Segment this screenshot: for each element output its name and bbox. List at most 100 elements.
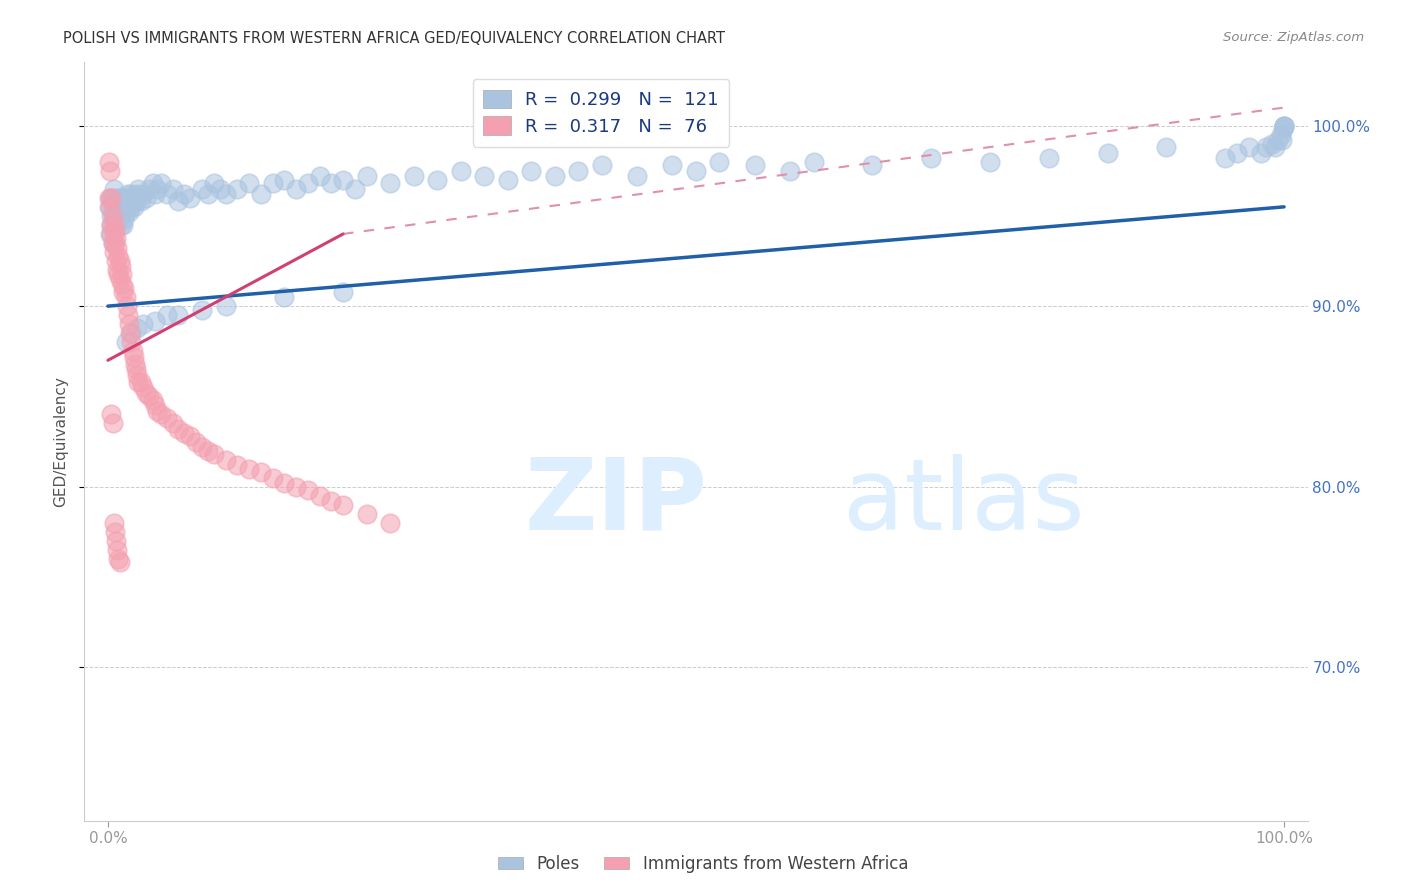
Point xyxy=(120,335,142,350)
Point xyxy=(297,483,319,498)
Point xyxy=(105,254,128,268)
Point xyxy=(149,177,172,191)
Point xyxy=(121,194,143,209)
Point xyxy=(104,235,127,250)
Point xyxy=(191,440,214,454)
Point xyxy=(101,235,124,250)
Point xyxy=(332,173,354,187)
Point xyxy=(112,281,135,295)
Point xyxy=(979,154,1001,169)
Point xyxy=(138,182,160,196)
Point xyxy=(111,205,134,219)
Point xyxy=(103,182,125,196)
Point xyxy=(98,191,121,205)
Point xyxy=(112,194,135,209)
Point xyxy=(149,408,172,422)
Point xyxy=(321,494,343,508)
Point xyxy=(104,200,127,214)
Point xyxy=(143,187,166,202)
Point xyxy=(103,209,125,223)
Point xyxy=(685,163,707,178)
Point xyxy=(143,399,166,413)
Point xyxy=(118,317,141,331)
Point xyxy=(105,263,128,277)
Point xyxy=(1250,145,1272,160)
Point xyxy=(121,344,143,359)
Point xyxy=(626,169,648,184)
Point xyxy=(112,212,135,227)
Point xyxy=(262,470,284,484)
Point xyxy=(100,209,122,223)
Point xyxy=(249,187,271,202)
Point xyxy=(343,182,366,196)
Point xyxy=(142,177,165,191)
Point xyxy=(118,205,141,219)
Point xyxy=(179,429,201,443)
Point xyxy=(520,163,543,178)
Point xyxy=(107,267,129,281)
Point xyxy=(120,326,142,341)
Point xyxy=(167,422,190,436)
Point xyxy=(920,151,942,165)
Point xyxy=(138,389,160,403)
Point xyxy=(129,194,152,209)
Point xyxy=(100,227,122,241)
Point xyxy=(173,425,195,440)
Legend: R =  0.299   N =  121, R =  0.317   N =  76: R = 0.299 N = 121, R = 0.317 N = 76 xyxy=(472,79,730,146)
Point xyxy=(173,187,195,202)
Point xyxy=(1261,136,1284,151)
Point xyxy=(105,542,128,557)
Point xyxy=(162,417,184,431)
Point xyxy=(332,285,354,299)
Point xyxy=(1270,128,1292,142)
Point xyxy=(105,533,128,548)
Point xyxy=(402,169,425,184)
Point xyxy=(285,182,308,196)
Point xyxy=(214,187,236,202)
Point xyxy=(803,154,825,169)
Point xyxy=(184,434,207,449)
Point xyxy=(115,200,138,214)
Point xyxy=(104,212,127,227)
Point xyxy=(1271,122,1294,136)
Point xyxy=(111,277,134,292)
Point xyxy=(214,299,236,313)
Point xyxy=(197,187,219,202)
Point xyxy=(98,154,121,169)
Point xyxy=(162,182,184,196)
Point xyxy=(146,182,169,196)
Point xyxy=(98,200,121,214)
Point xyxy=(125,191,148,205)
Point xyxy=(197,443,219,458)
Point xyxy=(127,194,149,209)
Point xyxy=(127,182,149,196)
Point xyxy=(273,173,295,187)
Point xyxy=(105,218,128,232)
Point xyxy=(191,182,214,196)
Point xyxy=(860,158,883,172)
Point xyxy=(112,285,135,299)
Point xyxy=(120,200,142,214)
Point xyxy=(107,552,129,566)
Text: Source: ZipAtlas.com: Source: ZipAtlas.com xyxy=(1223,31,1364,45)
Point xyxy=(107,249,129,263)
Point xyxy=(98,191,121,205)
Point xyxy=(249,465,271,479)
Point xyxy=(105,191,128,205)
Point xyxy=(117,308,139,322)
Point xyxy=(117,194,139,209)
Point xyxy=(114,205,136,219)
Point xyxy=(108,272,131,286)
Point xyxy=(127,368,149,382)
Point xyxy=(98,200,121,214)
Point xyxy=(208,182,231,196)
Point xyxy=(709,154,731,169)
Point xyxy=(297,177,319,191)
Point xyxy=(226,182,249,196)
Point xyxy=(125,362,148,376)
Point xyxy=(1156,140,1178,154)
Point xyxy=(308,489,330,503)
Point xyxy=(426,173,449,187)
Point xyxy=(544,169,567,184)
Point xyxy=(308,169,330,184)
